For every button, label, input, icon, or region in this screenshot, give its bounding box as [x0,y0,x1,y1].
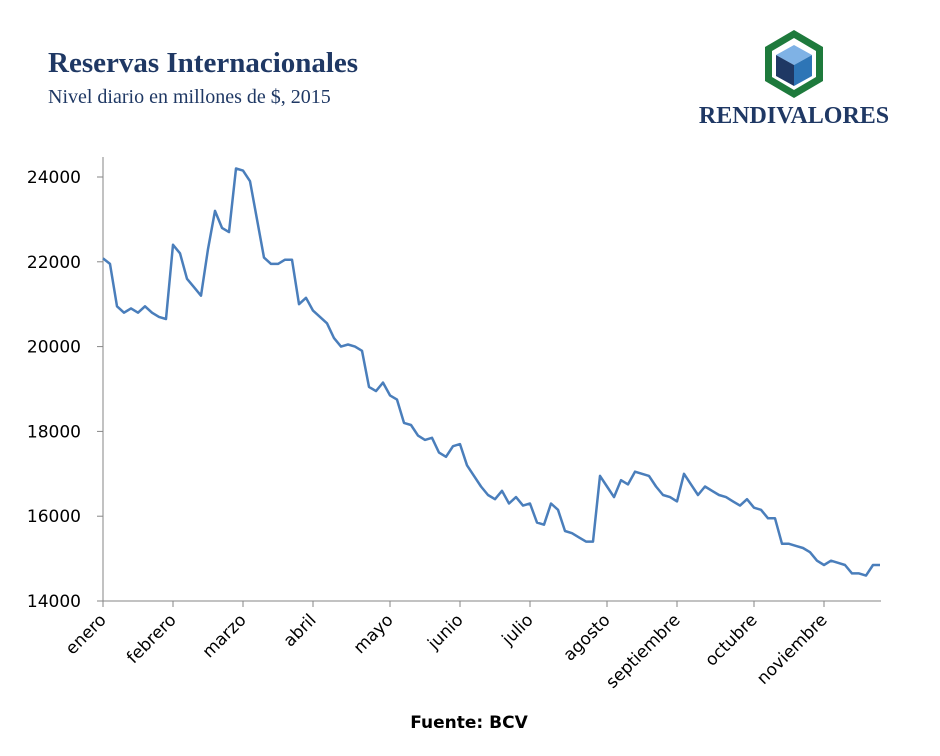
brand: RENDIVALORES [699,103,889,129]
chart-subtitle: Nivel diario en millones de $, 2015 [48,86,331,108]
source: Fuente: BCV [410,713,528,733]
x-tick-label: octubre [701,610,761,670]
line [102,167,880,577]
x-tick-label: febrero [123,610,181,668]
y-tick-label: 20000 [27,338,81,358]
x-tick-label: marzo [199,610,251,662]
y-tick-label: 16000 [27,507,81,527]
logo [765,30,823,98]
x-tick-label: septiembre [602,610,684,692]
y-tick-label: 14000 [27,592,81,612]
y-tick-label: 24000 [27,168,81,188]
chart-title: Reservas Internacionales [48,47,358,79]
x-tick-label: abril [280,610,321,651]
y-tick-label: 18000 [27,422,81,442]
x-tick-label: noviembre [753,610,831,688]
x-tick-label: agosto [560,610,615,665]
x-tick-label: enero [62,610,111,659]
x-tick-label: mayo [350,610,398,658]
y-tick-label: 22000 [27,253,81,273]
x-tick-label: julio [498,610,538,650]
x-tick-label: junio [423,610,467,654]
